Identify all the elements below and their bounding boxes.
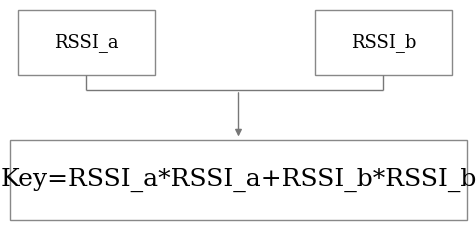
Text: Key=RSSI_a*RSSI_a+RSSI_b*RSSI_b: Key=RSSI_a*RSSI_a+RSSI_b*RSSI_b: [0, 168, 476, 192]
Bar: [18, 10, 155, 75]
Text: RSSI_b: RSSI_b: [350, 33, 416, 52]
Bar: [314, 10, 451, 75]
Bar: [10, 140, 466, 220]
Text: RSSI_a: RSSI_a: [54, 33, 119, 52]
